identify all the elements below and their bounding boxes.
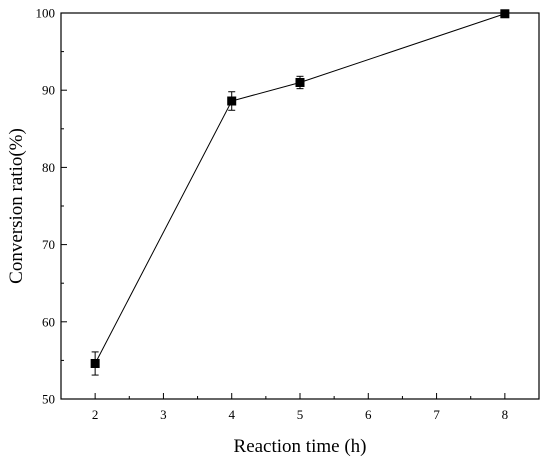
y-tick-label: 60 [42, 314, 55, 329]
data-point [90, 358, 100, 368]
axis-ticks [61, 12, 506, 400]
y-tick-label: 50 [42, 392, 55, 407]
axis-tick-labels: 2 3 4 5 6 7 8 50 60 70 80 90 100 [36, 6, 509, 423]
x-tick-label: 2 [92, 407, 99, 422]
x-tick-label: 4 [228, 407, 235, 422]
series-line [94, 13, 506, 364]
x-tick-label: 6 [365, 407, 372, 422]
data-point [500, 9, 510, 19]
plot-frame [60, 12, 540, 400]
y-tick-label: 70 [42, 237, 55, 252]
x-tick-label: 8 [502, 407, 509, 422]
x-tick-label: 7 [433, 407, 440, 422]
y-tick-label: 100 [36, 6, 56, 21]
data-point [295, 77, 305, 87]
data-series [90, 9, 510, 376]
data-point [227, 96, 237, 106]
y-tick-label: 80 [42, 160, 55, 175]
x-tick-label: 3 [160, 407, 167, 422]
y-tick-label: 90 [42, 83, 55, 98]
y-axis-title: Conversion ratio(%) [6, 128, 27, 284]
x-tick-label: 5 [297, 407, 304, 422]
x-axis-title: Reaction time (h) [234, 436, 367, 457]
